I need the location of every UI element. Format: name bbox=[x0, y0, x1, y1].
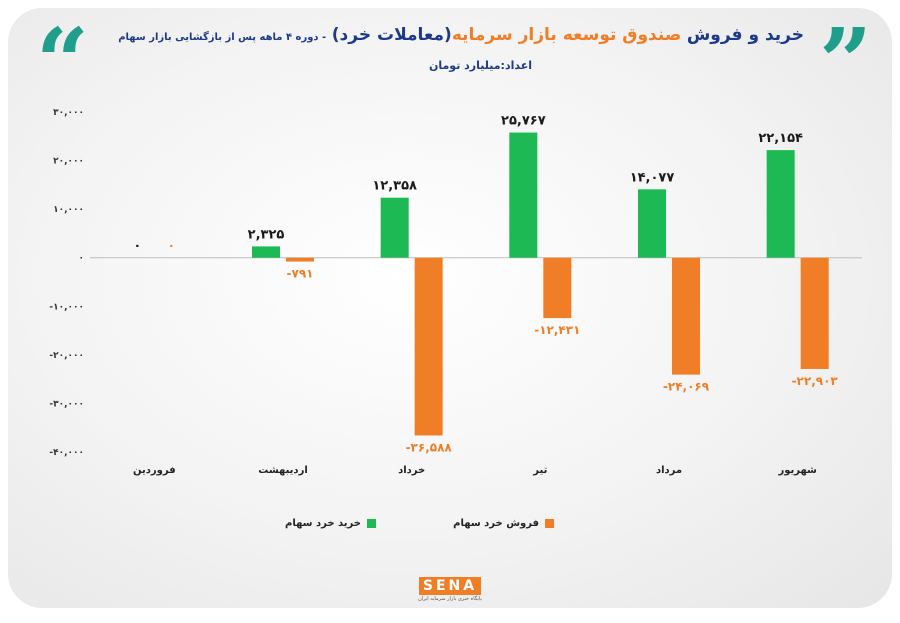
title-part-1: خرید و فروش bbox=[686, 25, 804, 45]
buy-data-label: ۲,۳۲۵ bbox=[248, 227, 285, 242]
title-part-4: - دوره ۴ ماهه پس از بازگشایی بازار سهام bbox=[118, 32, 327, 43]
buy-bar bbox=[766, 150, 795, 258]
sell-bar bbox=[672, 257, 700, 375]
y-tick-label: -۴۰,۰۰۰ bbox=[49, 448, 84, 458]
buy-data-label: ۱۲,۳۵۸ bbox=[372, 179, 417, 194]
y-tick-label: -۱۰,۰۰۰ bbox=[49, 302, 84, 312]
sell-data-label: ۰ bbox=[168, 239, 175, 253]
x-tick-label: شهریور bbox=[777, 465, 817, 476]
chart-title: خرید و فروش صندوق توسعه بازار سرمایه(معا… bbox=[104, 25, 804, 46]
sell-data-label: -۲۲,۹۰۳ bbox=[792, 374, 839, 388]
y-tick-label: ۳۰,۰۰۰ bbox=[53, 108, 84, 118]
legend-swatch-buy bbox=[367, 519, 376, 528]
sell-data-label: -۱۲,۴۳۱ bbox=[534, 323, 580, 337]
close-quote-icon: ” bbox=[819, 8, 872, 116]
open-quote-icon: “ bbox=[36, 8, 89, 116]
y-tick-label: -۲۰,۰۰۰ bbox=[49, 351, 84, 361]
title-part-2: صندوق توسعه بازار سرمایه bbox=[451, 25, 682, 45]
buy-bar bbox=[252, 246, 280, 258]
logo-wordmark: SENA bbox=[418, 577, 482, 595]
x-tick-label: تیر bbox=[532, 465, 547, 476]
sell-bar bbox=[286, 257, 314, 262]
legend-label-buy: خرید خرد سهام bbox=[284, 518, 361, 529]
buy-data-label: ۲۵,۷۶۷ bbox=[501, 114, 546, 129]
legend-item-sell: فروش خرد سهام bbox=[453, 518, 554, 529]
x-tick-label: فروردین bbox=[133, 465, 176, 476]
chart-card bbox=[8, 8, 892, 608]
logo-subtitle: پایگاه خبری بازار سرمایه ایران bbox=[418, 596, 482, 602]
x-tick-label: مرداد bbox=[656, 465, 682, 476]
sell-data-label: -۷۹۱ bbox=[287, 267, 314, 281]
x-tick-label: خرداد bbox=[398, 465, 425, 476]
sell-bar bbox=[414, 257, 443, 436]
buy-data-label: ۰ bbox=[133, 239, 141, 254]
legend-item-buy: خرید خرد سهام bbox=[285, 518, 376, 529]
y-tick-label: -۳۰,۰۰۰ bbox=[49, 399, 84, 409]
buy-bar bbox=[638, 189, 666, 258]
buy-bar bbox=[380, 197, 409, 258]
buy-bar bbox=[509, 132, 538, 258]
buy-data-label: ۲۲,۱۵۴ bbox=[758, 131, 803, 146]
sell-bar bbox=[543, 257, 572, 319]
y-tick-label: ۰ bbox=[79, 254, 85, 264]
sell-data-label: -۳۶,۵۸۸ bbox=[406, 440, 453, 454]
y-tick-label: ۲۰,۰۰۰ bbox=[53, 157, 84, 167]
legend: خرید خرد سهام فروش خرد سهام bbox=[0, 518, 900, 538]
unit-label: اعداد:میلیارد تومان bbox=[428, 59, 532, 72]
y-tick-label: ۱۰,۰۰۰ bbox=[53, 205, 84, 215]
buy-data-label: ۱۴,۰۷۷ bbox=[630, 170, 675, 185]
legend-label-sell: فروش خرد سهام bbox=[453, 518, 539, 529]
legend-swatch-sell bbox=[545, 519, 554, 528]
x-tick-label: اردیبهشت bbox=[258, 465, 308, 476]
sena-logo: SENA پایگاه خبری بازار سرمایه ایران bbox=[412, 575, 488, 602]
sell-bar bbox=[800, 257, 829, 369]
sell-data-label: -۲۴,۰۶۹ bbox=[663, 380, 710, 394]
title-part-3: (معاملات خرد) bbox=[331, 25, 452, 45]
